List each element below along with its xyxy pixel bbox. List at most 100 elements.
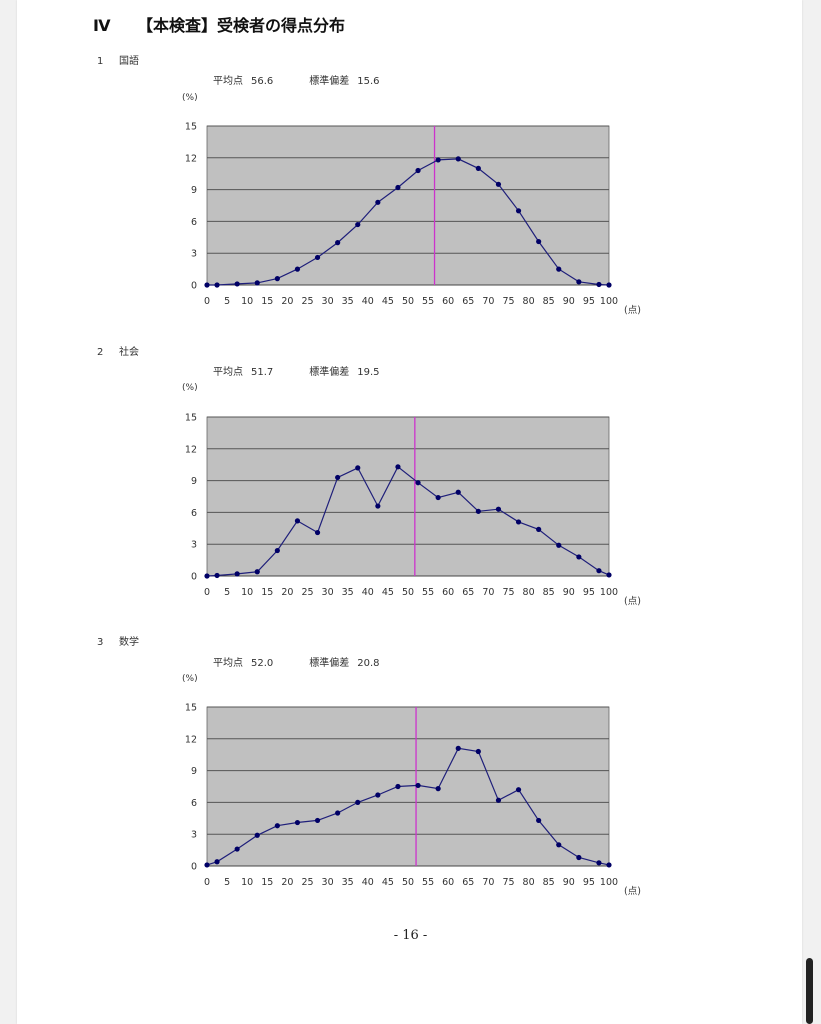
data-point <box>204 282 210 288</box>
x-tick-label: 70 <box>482 296 494 307</box>
data-point <box>274 547 280 554</box>
data-point <box>415 480 421 486</box>
series-line <box>206 465 610 577</box>
section-number: 1 <box>97 56 104 67</box>
x-tick-label: 75 <box>502 877 514 888</box>
y-tick-label: 15 <box>185 122 197 133</box>
data-point <box>475 508 481 514</box>
x-tick-label: 80 <box>523 587 535 598</box>
x-tick-label: 55 <box>422 296 434 307</box>
x-tick-label: 30 <box>322 587 334 598</box>
sd-label: 標準偏差 <box>309 658 350 669</box>
y-tick-label: 15 <box>185 413 197 424</box>
x-tick-label: 45 <box>382 877 394 888</box>
x-tick-label: 65 <box>462 587 474 598</box>
data-point <box>455 156 461 162</box>
data-point <box>515 519 522 525</box>
x-tick-label: 60 <box>442 587 454 598</box>
data-point <box>606 282 612 288</box>
data-point <box>234 846 240 852</box>
data-point <box>395 464 401 470</box>
data-point <box>254 280 260 286</box>
data-point <box>395 184 401 191</box>
x-tick-label: 90 <box>563 296 575 307</box>
data-point <box>214 282 220 288</box>
data-point <box>576 854 582 861</box>
data-point <box>375 503 381 509</box>
data-point <box>234 571 240 577</box>
x-tick-label: 20 <box>281 877 293 888</box>
score-distribution-chart-shakai: 0 3 6 9 12 15 0 5 10 15 20 25 30 35 40 45 50 55 60 65 70 75 80… <box>185 413 641 608</box>
x-tick-label: 35 <box>342 296 354 307</box>
section-1-label: 1 国語 <box>97 52 139 67</box>
x-tick-label: 15 <box>261 296 273 307</box>
x-tick-label: 45 <box>382 587 394 598</box>
data-point <box>606 862 612 868</box>
x-tick-label: 90 <box>563 877 575 888</box>
section-subject: 数学 <box>119 637 139 648</box>
sd-value: 19.5 <box>357 367 380 378</box>
sd-value: 15.6 <box>357 76 380 87</box>
y-tick-label: 9 <box>191 476 197 487</box>
data-point <box>495 506 502 512</box>
data-point <box>274 276 280 282</box>
data-point <box>515 787 522 793</box>
data-point <box>556 842 562 848</box>
mean-value: 52.0 <box>251 658 274 669</box>
x-tick-label: 90 <box>563 587 575 598</box>
x-tick-label: 10 <box>241 877 253 888</box>
data-point <box>576 279 582 285</box>
x-tick-label: 100 <box>600 587 618 598</box>
section-1-stats: 平均点 56.6 標準偏差 15.6 <box>213 72 380 87</box>
x-tick-label: 80 <box>523 296 535 307</box>
x-tick-label: 95 <box>583 296 595 307</box>
x-tick-label: 5 <box>224 877 230 888</box>
x-tick-label: 75 <box>502 296 514 307</box>
x-tick-label: 5 <box>224 296 230 307</box>
data-point <box>435 494 441 501</box>
data-point <box>355 221 361 228</box>
x-tick-label: 40 <box>362 587 374 598</box>
y-tick-label: 3 <box>191 540 197 551</box>
x-tick-label: 85 <box>543 587 555 598</box>
y-tick-label: 0 <box>191 281 197 292</box>
y-tick-label: 12 <box>185 734 197 745</box>
mean-label: 平均点 <box>213 76 243 87</box>
section-2-stats: 平均点 51.7 標準偏差 19.5 <box>213 363 380 378</box>
x-tick-label: 35 <box>342 877 354 888</box>
y-tick-label: 12 <box>185 444 197 455</box>
x-tick-label: 25 <box>301 877 313 888</box>
data-point <box>556 542 562 548</box>
y-tick-label: 3 <box>191 249 197 260</box>
data-point <box>435 786 441 792</box>
data-point <box>455 489 461 495</box>
series-line <box>206 747 610 866</box>
page-heading: Ⅳ 【本検査】受検者の得点分布 <box>93 12 345 36</box>
plot-area <box>206 125 610 286</box>
data-point <box>455 745 461 751</box>
data-point <box>596 281 602 288</box>
x-tick-label: 60 <box>442 296 454 307</box>
scrollbar-thumb[interactable] <box>806 958 813 1024</box>
x-tick-label: 40 <box>362 296 374 307</box>
x-tick-label: 55 <box>422 587 434 598</box>
data-point <box>536 526 542 532</box>
x-tick-label: 70 <box>482 587 494 598</box>
x-tick-label: 70 <box>482 877 494 888</box>
data-point <box>395 783 401 790</box>
y-tick-label: 6 <box>191 508 197 519</box>
data-point <box>335 810 341 816</box>
section-3-stats: 平均点 52.0 標準偏差 20.8 <box>213 654 380 669</box>
y-unit-label: (%) <box>182 383 198 393</box>
x-tick-label: 35 <box>342 587 354 598</box>
score-distribution-chart-kokugo: 0 3 6 9 12 15 0 5 10 15 20 25 30 35 40 45 50 55 60 65 70 75 80… <box>185 122 641 317</box>
data-point <box>355 799 361 805</box>
data-point <box>415 167 421 174</box>
data-point <box>515 208 522 214</box>
data-point <box>335 240 341 246</box>
sd-value: 20.8 <box>357 658 380 669</box>
data-point <box>475 165 481 171</box>
score-distribution-chart-sugaku: 0 3 6 9 12 15 0 5 10 15 20 25 30 35 40 45 50 55 60 65 70 75 80… <box>185 703 641 898</box>
data-point <box>475 748 481 755</box>
x-tick-label: 65 <box>462 877 474 888</box>
